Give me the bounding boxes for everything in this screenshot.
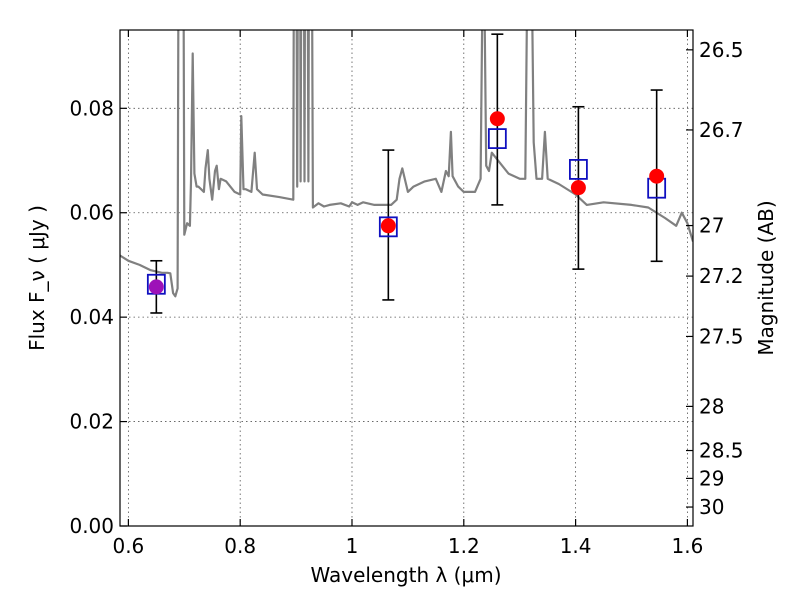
y-axis-left: 0.00 0.02 0.04 0.06 0.08 [69,96,127,538]
y-axis-right: 26.5 26.7 27 27.2 27.5 28 28.5 29 30 [686,38,744,519]
y-tick-label: 0.08 [69,96,114,120]
x-axis: 0.6 0.8 1 1.2 1.4 1.6 [112,30,703,558]
x-tick-label: 0.8 [224,534,256,558]
sed-spectrum-line [120,30,693,298]
observed-point [649,168,665,184]
x-tick-label: 0.6 [112,534,144,558]
right-axis-label: Magnitude (AB) [754,200,778,355]
right-tick-label: 27 [699,214,724,238]
grid [120,30,693,526]
model-square-marker [378,216,398,238]
y-axis-label: Flux F_ν ( μJy ) [25,205,49,351]
plot-frame [119,29,694,527]
right-tick-label: 27.2 [699,264,744,288]
right-tick-label: 29 [699,466,724,490]
y-tick-label: 0.04 [69,305,114,329]
x-tick-label: 1.2 [448,534,480,558]
y-tick-label: 0.06 [69,201,114,225]
x-tick-label: 1.4 [560,534,592,558]
observed-markers [148,111,665,295]
observed-point [489,111,505,127]
model-square-marker [569,159,588,180]
right-tick-label: 26.5 [699,38,744,62]
right-tick-label: 28.5 [699,439,744,463]
right-tick-label: 30 [699,495,724,519]
right-tick-label: 27.5 [699,324,744,348]
x-axis-label: Wavelength λ (μm) [310,563,501,587]
observed-point [570,180,586,196]
y-tick-label: 0.02 [69,410,114,434]
x-tick-label: 1.6 [672,534,704,558]
observed-point [380,218,396,234]
x-tick-label: 1 [346,534,359,558]
model-square-marker [487,128,507,149]
observed-point [148,279,164,295]
sed-layer [120,30,693,298]
right-tick-label: 28 [699,394,724,418]
y-tick-label: 0.00 [69,514,114,538]
right-tick-label: 26.7 [699,118,744,142]
